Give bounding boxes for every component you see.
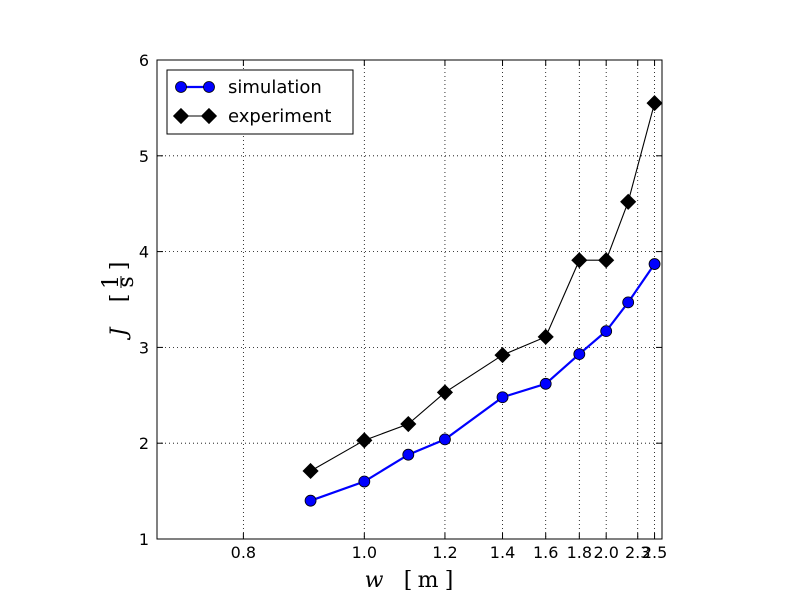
data-point xyxy=(203,81,215,93)
data-point xyxy=(200,107,218,125)
series-group xyxy=(302,95,663,507)
y-tick-label: 2 xyxy=(139,434,149,453)
x-tick-label: 1.0 xyxy=(352,543,377,562)
y-tick-label: 3 xyxy=(139,338,149,357)
x-tick-label: 1.8 xyxy=(567,543,592,562)
data-point xyxy=(571,252,588,269)
x-axis-unit-open-bracket: [ xyxy=(404,568,413,593)
data-point xyxy=(620,193,637,210)
x-tick-label: 2.0 xyxy=(593,543,618,562)
y-tick-label: 4 xyxy=(139,243,149,262)
data-point xyxy=(436,384,454,401)
y-tick-label: 5 xyxy=(139,147,149,166)
data-point xyxy=(358,475,371,488)
data-point xyxy=(304,494,317,507)
x-tick-label: 2.3 xyxy=(625,543,650,562)
data-point xyxy=(175,81,187,93)
x-tick-label: 0.8 xyxy=(231,543,256,562)
x-axis-symbol: w xyxy=(365,568,384,593)
data-point xyxy=(537,328,554,345)
x-tick-label: 1.2 xyxy=(432,543,457,562)
legend-entry: experiment xyxy=(172,106,331,127)
x-axis-label: w [ m ] xyxy=(365,568,454,593)
plot-frame xyxy=(156,59,663,540)
y-axis-symbol: J xyxy=(107,326,132,340)
data-point xyxy=(172,107,190,125)
x-axis-unit-close-bracket: ] xyxy=(445,568,454,593)
legend-label: experiment xyxy=(228,106,331,127)
y-axis-label: J [ 1 s ] xyxy=(99,262,139,341)
data-point xyxy=(302,462,319,480)
data-point xyxy=(598,252,615,269)
y-tick-label: 6 xyxy=(139,51,149,70)
legend: simulation experiment xyxy=(166,69,354,135)
y-tick-label: 1 xyxy=(139,530,149,549)
data-point xyxy=(400,415,417,433)
data-point xyxy=(600,325,613,338)
x-tick-label: 1.4 xyxy=(490,543,515,562)
data-point xyxy=(573,348,586,361)
data-point xyxy=(439,433,451,446)
data-point xyxy=(539,377,552,390)
data-point xyxy=(494,346,511,364)
y-axis-unit-numerator: 1 xyxy=(99,275,124,289)
data-point xyxy=(648,258,661,270)
data-point xyxy=(356,432,373,449)
series-line xyxy=(310,263,656,502)
data-point xyxy=(496,391,509,404)
data-point xyxy=(646,95,663,112)
series-line xyxy=(310,102,656,472)
y-axis-unit-denominator: s xyxy=(114,276,139,287)
axis-ticks: 0.8 1.0 1.2 1.4 1.6 1.8 2.0 2.32.5 1 2 3 4 5 6 xyxy=(139,51,667,562)
x-tick-label: 2.5 xyxy=(642,543,667,562)
x-tick-label: 1.6 xyxy=(533,543,558,562)
series-simulation xyxy=(304,258,661,507)
legend-box xyxy=(166,69,354,135)
data-point xyxy=(622,296,635,309)
series-experiment xyxy=(302,95,663,480)
data-point xyxy=(402,448,415,461)
x-axis-unit: m xyxy=(418,568,439,593)
legend-label: simulation xyxy=(228,77,322,98)
y-axis-unit-open-bracket: [ xyxy=(107,294,132,303)
legend-entry: simulation xyxy=(175,77,322,98)
y-axis-unit-close-bracket: ] xyxy=(107,262,132,271)
